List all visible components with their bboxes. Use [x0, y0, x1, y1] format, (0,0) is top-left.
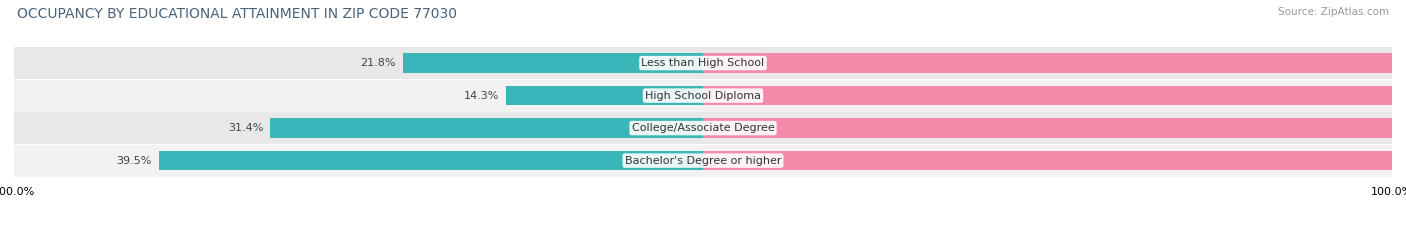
Bar	[14, 47, 1392, 79]
Bar	[14, 112, 1392, 144]
Bar	[703, 118, 1406, 138]
Bar	[506, 86, 703, 105]
Bar	[703, 151, 1406, 170]
Bar	[159, 151, 703, 170]
Text: 14.3%: 14.3%	[464, 91, 499, 101]
Text: College/Associate Degree: College/Associate Degree	[631, 123, 775, 133]
Bar	[14, 80, 1392, 112]
Bar	[402, 53, 703, 73]
Bar	[14, 145, 1392, 177]
Text: Source: ZipAtlas.com: Source: ZipAtlas.com	[1278, 7, 1389, 17]
Text: High School Diploma: High School Diploma	[645, 91, 761, 101]
Text: 39.5%: 39.5%	[117, 156, 152, 166]
Bar	[703, 86, 1406, 105]
Text: Less than High School: Less than High School	[641, 58, 765, 68]
Text: Bachelor's Degree or higher: Bachelor's Degree or higher	[624, 156, 782, 166]
Bar	[270, 118, 703, 138]
Text: OCCUPANCY BY EDUCATIONAL ATTAINMENT IN ZIP CODE 77030: OCCUPANCY BY EDUCATIONAL ATTAINMENT IN Z…	[17, 7, 457, 21]
Text: 21.8%: 21.8%	[360, 58, 395, 68]
Text: 31.4%: 31.4%	[228, 123, 263, 133]
Bar	[703, 53, 1406, 73]
